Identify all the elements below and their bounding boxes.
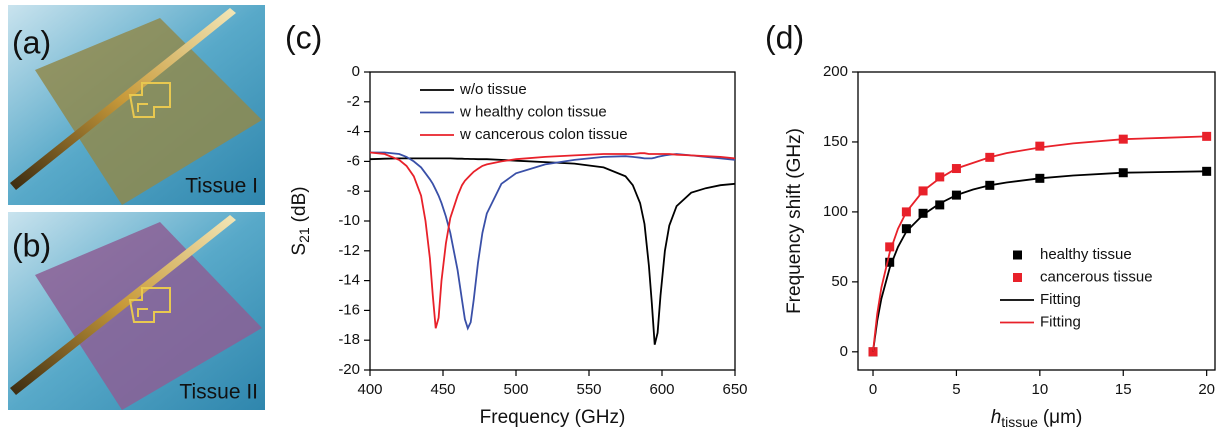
x-axis-label-rest: (μm) xyxy=(1043,407,1082,428)
x-tick-label: 15 xyxy=(1115,381,1132,398)
y-tick-label: 0 xyxy=(840,343,848,360)
plot-frame xyxy=(857,71,1216,371)
data-line xyxy=(872,170,1207,352)
x-tick-label: 450 xyxy=(430,381,455,398)
x-tick-label: 550 xyxy=(576,381,601,398)
x-axis-label-sub: tissue xyxy=(1001,414,1038,430)
data-point xyxy=(868,347,878,357)
x-tick-label: 600 xyxy=(649,381,674,398)
panel-caption: Tissue II xyxy=(179,381,258,404)
data-point xyxy=(885,242,895,252)
y-tick-label: -12 xyxy=(338,242,360,259)
data-point xyxy=(935,200,945,210)
data-line xyxy=(370,151,736,331)
legend-label: Fitting xyxy=(1040,291,1081,308)
legend-label: Fitting xyxy=(1040,313,1081,330)
y-tick-label: -8 xyxy=(347,182,360,199)
y-axis-label-main: S xyxy=(289,243,310,256)
y-tick-label: 150 xyxy=(823,133,848,150)
y-tick-label: -10 xyxy=(338,212,360,229)
data-point xyxy=(901,224,911,234)
data-line xyxy=(369,157,736,345)
y-tick-label: 0 xyxy=(352,63,360,80)
data-line xyxy=(872,135,1207,352)
panel-label: (c) xyxy=(285,19,322,55)
y-tick-label: -4 xyxy=(347,123,360,140)
legend-label: w/o tissue xyxy=(459,81,527,98)
y-axis-label: Frequency shift (GHz) xyxy=(784,128,805,314)
data-point xyxy=(1035,141,1045,151)
data-point xyxy=(935,172,945,182)
panel-a-image xyxy=(8,5,265,205)
panel-caption: Tissue I xyxy=(185,175,258,198)
y-tick-label: 100 xyxy=(823,203,848,220)
y-tick-label: 200 xyxy=(823,63,848,80)
x-tick-label: 650 xyxy=(722,381,747,398)
legend-marker xyxy=(1013,273,1022,282)
y-tick-label: -20 xyxy=(338,361,360,378)
y-tick-label: -16 xyxy=(338,301,360,318)
x-tick-label: 10 xyxy=(1031,381,1048,398)
x-tick-label: 500 xyxy=(503,381,528,398)
legend-label: cancerous tissue xyxy=(1040,268,1153,285)
legend-label: w cancerous colon tissue xyxy=(459,126,628,143)
y-axis-label-sub: 21 xyxy=(296,227,312,243)
y-axis-label: S21 (dB) xyxy=(289,186,312,255)
y-tick-label: 50 xyxy=(831,273,848,290)
legend-marker xyxy=(1013,250,1022,260)
x-axis-label-main: h xyxy=(991,407,1002,428)
y-axis-label-rest: (dB) xyxy=(289,186,310,222)
y-tick-label: -2 xyxy=(347,93,360,110)
legend-label: w healthy colon tissue xyxy=(459,103,607,120)
panel-label: (a) xyxy=(12,24,51,60)
data-point xyxy=(885,257,895,267)
x-axis-label: Frequency (GHz) xyxy=(480,407,626,428)
x-tick-label: 5 xyxy=(952,381,960,398)
x-axis-label: htissue (μm) xyxy=(991,407,1083,430)
y-tick-label: -14 xyxy=(338,272,360,289)
panel-b-image xyxy=(8,212,265,410)
legend-label: healthy tissue xyxy=(1040,246,1132,263)
y-tick-label: -6 xyxy=(347,152,360,169)
data-line xyxy=(369,151,736,329)
panel-label: (b) xyxy=(12,227,51,263)
x-tick-label: 0 xyxy=(869,381,877,398)
x-tick-label: 20 xyxy=(1198,381,1215,398)
panel-label: (d) xyxy=(765,19,804,55)
x-tick-label: 400 xyxy=(357,381,382,398)
data-point xyxy=(918,208,928,218)
y-tick-label: -18 xyxy=(338,331,360,348)
